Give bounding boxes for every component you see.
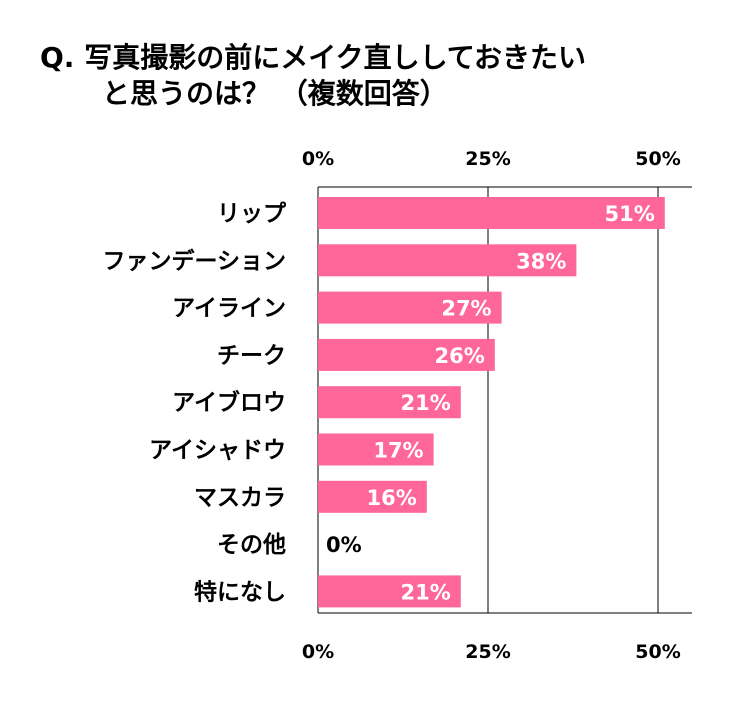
value-label: 17% bbox=[373, 439, 423, 463]
value-label: 21% bbox=[401, 580, 451, 604]
category-label: リップ bbox=[217, 201, 287, 227]
bar bbox=[318, 480, 427, 513]
tick-label-bottom: 50% bbox=[635, 641, 680, 663]
value-label: 27% bbox=[441, 297, 491, 321]
category-label: マスカラ bbox=[194, 485, 286, 511]
bar bbox=[318, 575, 461, 608]
category-label: チーク bbox=[217, 343, 286, 369]
value-label: 26% bbox=[435, 344, 485, 368]
bar bbox=[318, 291, 502, 324]
category-label: その他 bbox=[217, 532, 286, 558]
tick-label-top: 50% bbox=[635, 148, 680, 170]
tick-label-bottom: 25% bbox=[465, 641, 510, 663]
bar bbox=[318, 433, 434, 466]
value-label: 38% bbox=[516, 249, 566, 273]
value-label: 0% bbox=[326, 533, 362, 557]
bar bbox=[318, 244, 577, 277]
value-label: 16% bbox=[367, 486, 417, 510]
chart-title-line1: Q. 写真撮影の前にメイク直ししておきたい bbox=[40, 41, 586, 74]
chart-title: Q. 写真撮影の前にメイク直ししておきたい と思うのは？ （複数回答） bbox=[40, 40, 586, 113]
bar bbox=[318, 197, 665, 229]
bar bbox=[318, 386, 461, 419]
tick-label-bottom: 0% bbox=[302, 641, 334, 663]
tick-label-top: 25% bbox=[465, 148, 510, 170]
value-label: 21% bbox=[401, 391, 451, 415]
category-label: アイライン bbox=[172, 296, 286, 322]
tick-label-top: 0% bbox=[302, 148, 334, 170]
category-label: アイシャドウ bbox=[149, 438, 286, 464]
value-label: 51% bbox=[605, 202, 655, 226]
category-label: 特になし bbox=[194, 579, 286, 605]
bar bbox=[318, 338, 495, 371]
category-label: アイブロウ bbox=[172, 389, 286, 416]
chart-title-line2: と思うのは？ （複数回答） bbox=[102, 77, 448, 111]
category-label: ファンデーション bbox=[102, 247, 286, 274]
